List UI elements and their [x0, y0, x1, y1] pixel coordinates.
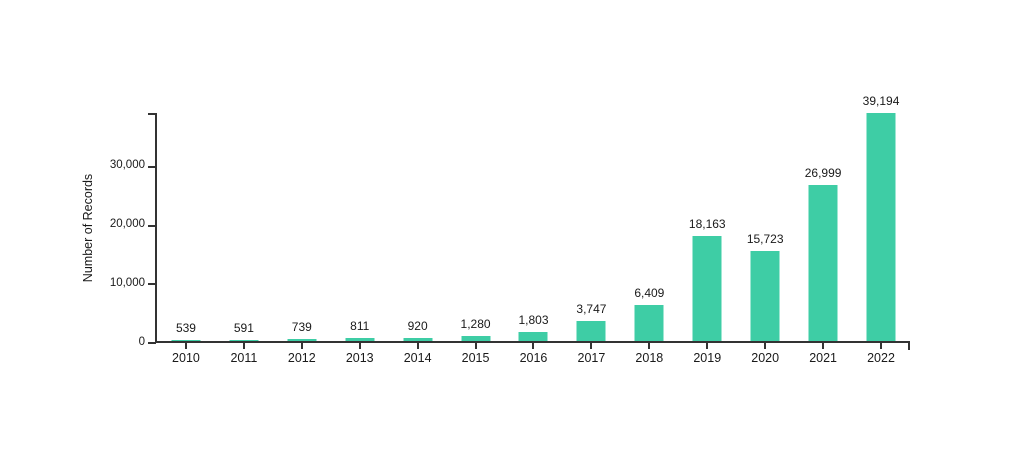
- bar: [518, 332, 548, 343]
- x-tick-label: 2022: [867, 351, 895, 365]
- bar-value-label: 3,747: [576, 302, 607, 317]
- bar-value-label: 15,723: [746, 231, 784, 246]
- bar: [692, 236, 722, 343]
- x-tick-mark: [358, 343, 361, 349]
- x-tick-label: 2020: [751, 351, 780, 365]
- plot-area: 0 10,000 20,000 30,000 539 2010 591 2011 739 201…: [110, 95, 910, 365]
- y-tick-mark: [148, 283, 156, 286]
- x-tick-label: 2014: [403, 351, 432, 365]
- x-tick-label: 2013: [345, 351, 374, 365]
- x-tick-label: 2015: [461, 351, 490, 365]
- bar: [866, 113, 896, 343]
- bar-slot: 1,803 2016: [505, 113, 563, 364]
- x-tick-label: 2021: [809, 351, 837, 365]
- x-tick-mark: [822, 343, 825, 349]
- x-axis-right-cap: [908, 343, 910, 350]
- bar: [576, 321, 606, 343]
- bar: [750, 250, 780, 343]
- bar-slot: 811 2013: [331, 113, 389, 364]
- y-tick-mark: [148, 165, 156, 168]
- x-tick-mark: [184, 343, 187, 349]
- y-axis-spine: [155, 113, 157, 343]
- bar-value-label: 26,999: [804, 165, 842, 180]
- x-tick-label: 2010: [172, 351, 200, 365]
- x-tick-label: 2019: [693, 351, 722, 365]
- bar: [461, 335, 491, 343]
- x-tick-mark: [706, 343, 709, 349]
- bar: [403, 337, 433, 343]
- x-tick-mark: [242, 343, 245, 349]
- bar-value-label: 591: [233, 320, 254, 335]
- x-tick-mark: [416, 343, 419, 349]
- y-tick-label: 20,000: [109, 218, 145, 231]
- bar-slot: 6,409 2018: [620, 113, 678, 364]
- bar-value-label: 1,803: [518, 313, 549, 328]
- bar-slot: 15,723 2020: [736, 113, 794, 364]
- bar-value-label: 18,163: [688, 217, 726, 232]
- y-tick-label: 30,000: [109, 159, 145, 172]
- bar-slot: 539 2010: [157, 113, 215, 364]
- bar-slot: 18,163 2019: [678, 113, 736, 364]
- bar-value-label: 6,409: [634, 286, 665, 301]
- y-axis-top-cap: [148, 113, 156, 115]
- x-tick-label: 2011: [230, 351, 258, 365]
- x-axis-spine: [155, 341, 910, 343]
- bar: [808, 184, 838, 343]
- bar-slot: 920 2014: [389, 113, 447, 364]
- bar-value-label: 1,280: [460, 316, 491, 331]
- x-tick-mark: [300, 343, 303, 349]
- bar-slot: 591 2011: [215, 113, 273, 364]
- x-tick-mark: [590, 343, 593, 349]
- bar-slot: 26,999 2021: [794, 113, 852, 364]
- bar-value-label: 739: [291, 319, 312, 334]
- bar-slot: 1,280 2015: [447, 113, 505, 365]
- y-axis-title: Number of Records: [80, 173, 95, 283]
- x-tick-label: 2012: [287, 351, 316, 365]
- bar-slot: 739 2012: [273, 113, 331, 364]
- bar-value-label: 539: [175, 320, 196, 335]
- x-tick-label: 2017: [577, 351, 606, 365]
- bar-slot: 3,747 2017: [562, 113, 620, 364]
- bar: [287, 338, 317, 343]
- bar: [345, 338, 375, 343]
- y-tick-label: 0: [138, 335, 145, 348]
- bar: [634, 305, 664, 343]
- x-tick-mark: [474, 343, 477, 349]
- bar-value-label: 920: [407, 318, 428, 333]
- bar-value-label: 811: [350, 319, 370, 334]
- y-tick-label: 10,000: [109, 276, 145, 289]
- x-tick-mark: [764, 343, 767, 349]
- bar-slot: 39,194 2022: [852, 95, 910, 364]
- x-tick-label: 2018: [635, 351, 664, 365]
- bar-value-label: 39,194: [862, 94, 900, 108]
- x-tick-mark: [532, 343, 535, 349]
- x-tick-label: 2016: [519, 351, 548, 365]
- x-tick-mark: [648, 343, 651, 349]
- x-tick-mark: [880, 343, 883, 349]
- y-tick-mark: [148, 342, 156, 344]
- y-tick-mark: [148, 224, 156, 227]
